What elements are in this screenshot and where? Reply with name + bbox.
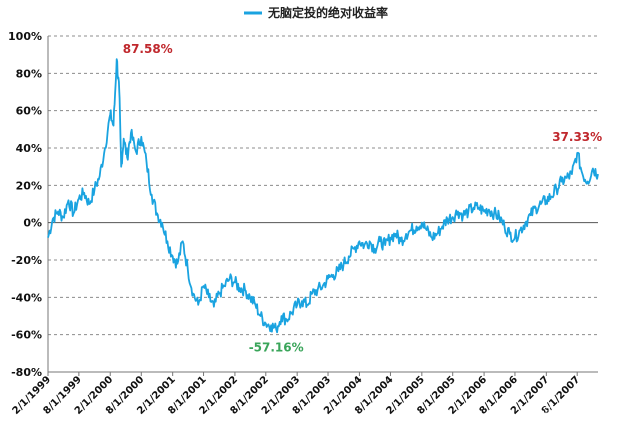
y-tick-label: 60%: [16, 105, 42, 118]
annotation-label: -57.16%: [249, 340, 304, 354]
watermark-text: 知乎 @蔡犇: [528, 405, 602, 422]
y-tick-label: -60%: [11, 329, 42, 342]
y-tick-label: -80%: [11, 366, 42, 379]
legend: 无脑定投的绝对收益率: [244, 5, 388, 20]
y-tick-label: 40%: [16, 142, 42, 155]
y-tick-label: 0%: [23, 217, 42, 230]
y-tick-label: 20%: [16, 179, 42, 192]
annotation-label: 37.33%: [552, 130, 602, 144]
x-axis-ticks: 2/1/19998/1/19992/1/20008/1/20002/1/2001…: [11, 372, 582, 417]
y-axis-ticks: 100% 80% 60% 40% 20% 0% -20% -40% -60% -80%: [8, 30, 42, 379]
series-layer: [47, 58, 599, 334]
y-tick-label: -20%: [11, 254, 42, 267]
grid-layer: [48, 35, 598, 373]
legend-label: 无脑定投的绝对收益率: [267, 5, 388, 20]
annotations: 87.58% -57.16% 37.33%: [123, 42, 602, 354]
annotation-label: 87.58%: [123, 42, 173, 56]
y-tick-label: -40%: [11, 291, 42, 304]
series-line: [47, 58, 599, 334]
y-tick-label: 80%: [16, 67, 42, 80]
y-tick-label: 100%: [8, 30, 42, 43]
axis-layer: [47, 36, 598, 373]
